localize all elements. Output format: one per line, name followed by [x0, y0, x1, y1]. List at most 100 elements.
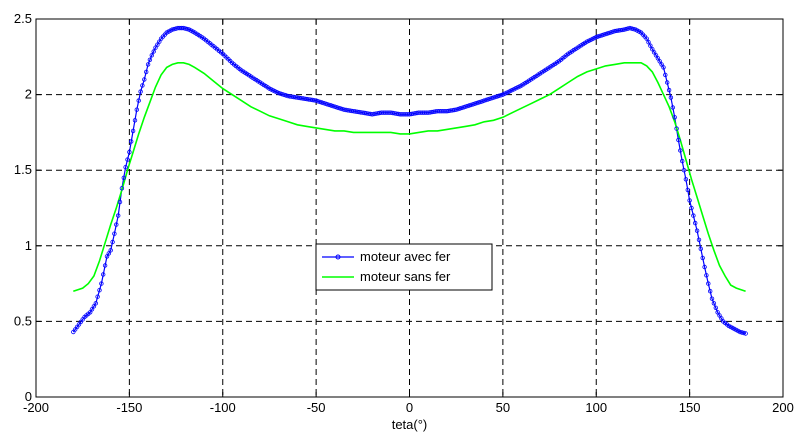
- data-point: [321, 100, 326, 106]
- data-point: [691, 213, 696, 218]
- data-point: [700, 255, 705, 261]
- data-point: [678, 148, 683, 153]
- data-point: [696, 237, 702, 242]
- data-point: [741, 330, 746, 336]
- data-point: [681, 167, 687, 173]
- data-point: [597, 33, 603, 39]
- data-point: [663, 72, 668, 78]
- data-point: [689, 205, 694, 211]
- data-point: [651, 50, 657, 55]
- data-point: [338, 106, 343, 111]
- data-point: [123, 164, 128, 170]
- y-tick-label: 2: [25, 87, 32, 102]
- data-point: [170, 27, 175, 32]
- data-point: [665, 80, 670, 85]
- data-point: [468, 102, 474, 108]
- x-axis-ticks: -200 -150 -100 -50 0 50 100 150 200: [23, 19, 794, 415]
- data-point: [280, 92, 285, 97]
- data-point: [185, 26, 190, 32]
- data-point: [315, 99, 321, 104]
- data-point: [487, 96, 492, 101]
- data-point: [142, 77, 147, 82]
- data-point: [136, 98, 141, 103]
- data-point: [125, 157, 130, 162]
- data-point: [127, 149, 132, 155]
- data-point: [155, 42, 160, 47]
- data-point: [668, 95, 674, 100]
- data-point: [457, 106, 463, 111]
- data-point: [115, 213, 121, 218]
- data-point: [138, 89, 143, 94]
- data-point: [149, 53, 154, 58]
- data-point: [151, 49, 156, 54]
- data-point: [674, 126, 679, 131]
- data-point: [680, 158, 685, 164]
- data-point: [708, 289, 713, 294]
- data-point: [327, 102, 332, 108]
- data-point: [653, 53, 659, 58]
- data-point: [128, 139, 134, 144]
- data-point: [117, 199, 123, 205]
- data-point: [672, 115, 677, 120]
- data-point: [114, 222, 119, 227]
- data-point: [498, 92, 504, 98]
- x-tick-label: 200: [772, 400, 794, 415]
- data-point: [603, 31, 608, 37]
- data-point: [706, 281, 711, 286]
- data-point: [278, 91, 283, 96]
- x-tick-label: -50: [307, 400, 326, 415]
- legend: moteur avec fer moteur sans fer: [315, 243, 493, 291]
- data-point: [99, 281, 104, 286]
- data-point: [119, 186, 125, 191]
- data-point: [631, 26, 636, 32]
- data-point: [97, 288, 102, 293]
- data-point: [711, 301, 717, 306]
- legend-label-moteur-avec-fer: moteur avec fer: [360, 249, 451, 264]
- data-point: [629, 26, 634, 31]
- data-point: [698, 246, 703, 251]
- y-tick-label: 0.5: [14, 313, 32, 328]
- y-tick-label: 0: [25, 389, 32, 404]
- data-point: [100, 272, 106, 277]
- x-axis-label: teta(°): [392, 417, 428, 432]
- data-point: [485, 97, 491, 102]
- data-point: [132, 118, 138, 123]
- data-point: [108, 248, 113, 253]
- legend-label-moteur-sans-fer: moteur sans fer: [360, 269, 451, 284]
- data-point: [145, 62, 151, 67]
- data-point: [713, 305, 718, 310]
- data-point: [737, 329, 743, 335]
- data-point: [743, 331, 748, 336]
- y-tick-label: 1: [25, 238, 32, 253]
- data-point: [693, 220, 698, 226]
- data-point: [134, 107, 139, 112]
- data-point: [609, 30, 614, 35]
- data-point: [106, 251, 111, 256]
- data-point: [650, 47, 655, 52]
- data-point: [601, 32, 606, 37]
- data-point: [470, 102, 476, 107]
- data-point: [121, 175, 126, 180]
- data-point: [454, 107, 459, 112]
- data-point: [474, 100, 479, 106]
- data-point: [646, 40, 651, 45]
- x-tick-label: -100: [210, 400, 236, 415]
- data-point: [694, 228, 700, 233]
- grid-lines: [36, 19, 783, 397]
- series-line-moteur-sans-fer: [73, 61, 746, 292]
- data-point: [676, 137, 681, 143]
- x-tick-label: 100: [585, 400, 607, 415]
- data-point: [336, 105, 341, 111]
- data-point: [661, 65, 666, 70]
- data-point: [670, 105, 675, 110]
- data-point: [112, 231, 117, 236]
- data-point: [607, 30, 612, 36]
- data-point: [685, 187, 690, 193]
- legend-marker-moteur-avec-fer: [335, 254, 341, 260]
- data-point: [330, 103, 336, 109]
- data-point: [325, 102, 330, 107]
- data-series: [71, 25, 748, 336]
- data-point: [476, 100, 481, 105]
- data-point: [683, 177, 689, 182]
